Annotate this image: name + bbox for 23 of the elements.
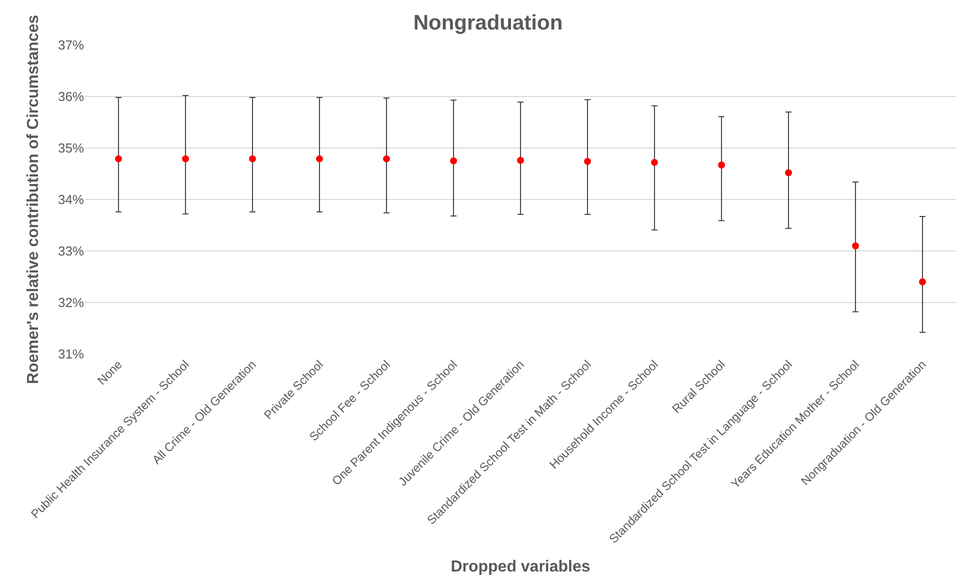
point [450,157,457,164]
x-axis-title: Dropped variables [450,558,590,576]
point [383,155,390,162]
point [249,155,256,162]
y-tick-label: 33% [58,244,84,259]
y-tick-label: 37% [58,38,84,53]
point [584,158,591,165]
y-tick-label: 34% [58,192,84,208]
point [517,156,524,164]
y-axis-title: Roemer's relative contribution of Circumstances [24,14,42,384]
point [651,158,658,166]
point [852,242,859,250]
point [182,155,189,162]
point [919,278,926,286]
point [115,155,122,162]
point [316,155,323,162]
y-tick-label: 36% [58,89,84,104]
y-tick-label: 32% [58,295,84,310]
point [718,161,725,168]
point [785,169,792,176]
y-tick-label: 31% [58,346,84,362]
chart-title: Nongraduation [413,11,563,34]
y-tick-label: 35% [58,140,84,156]
